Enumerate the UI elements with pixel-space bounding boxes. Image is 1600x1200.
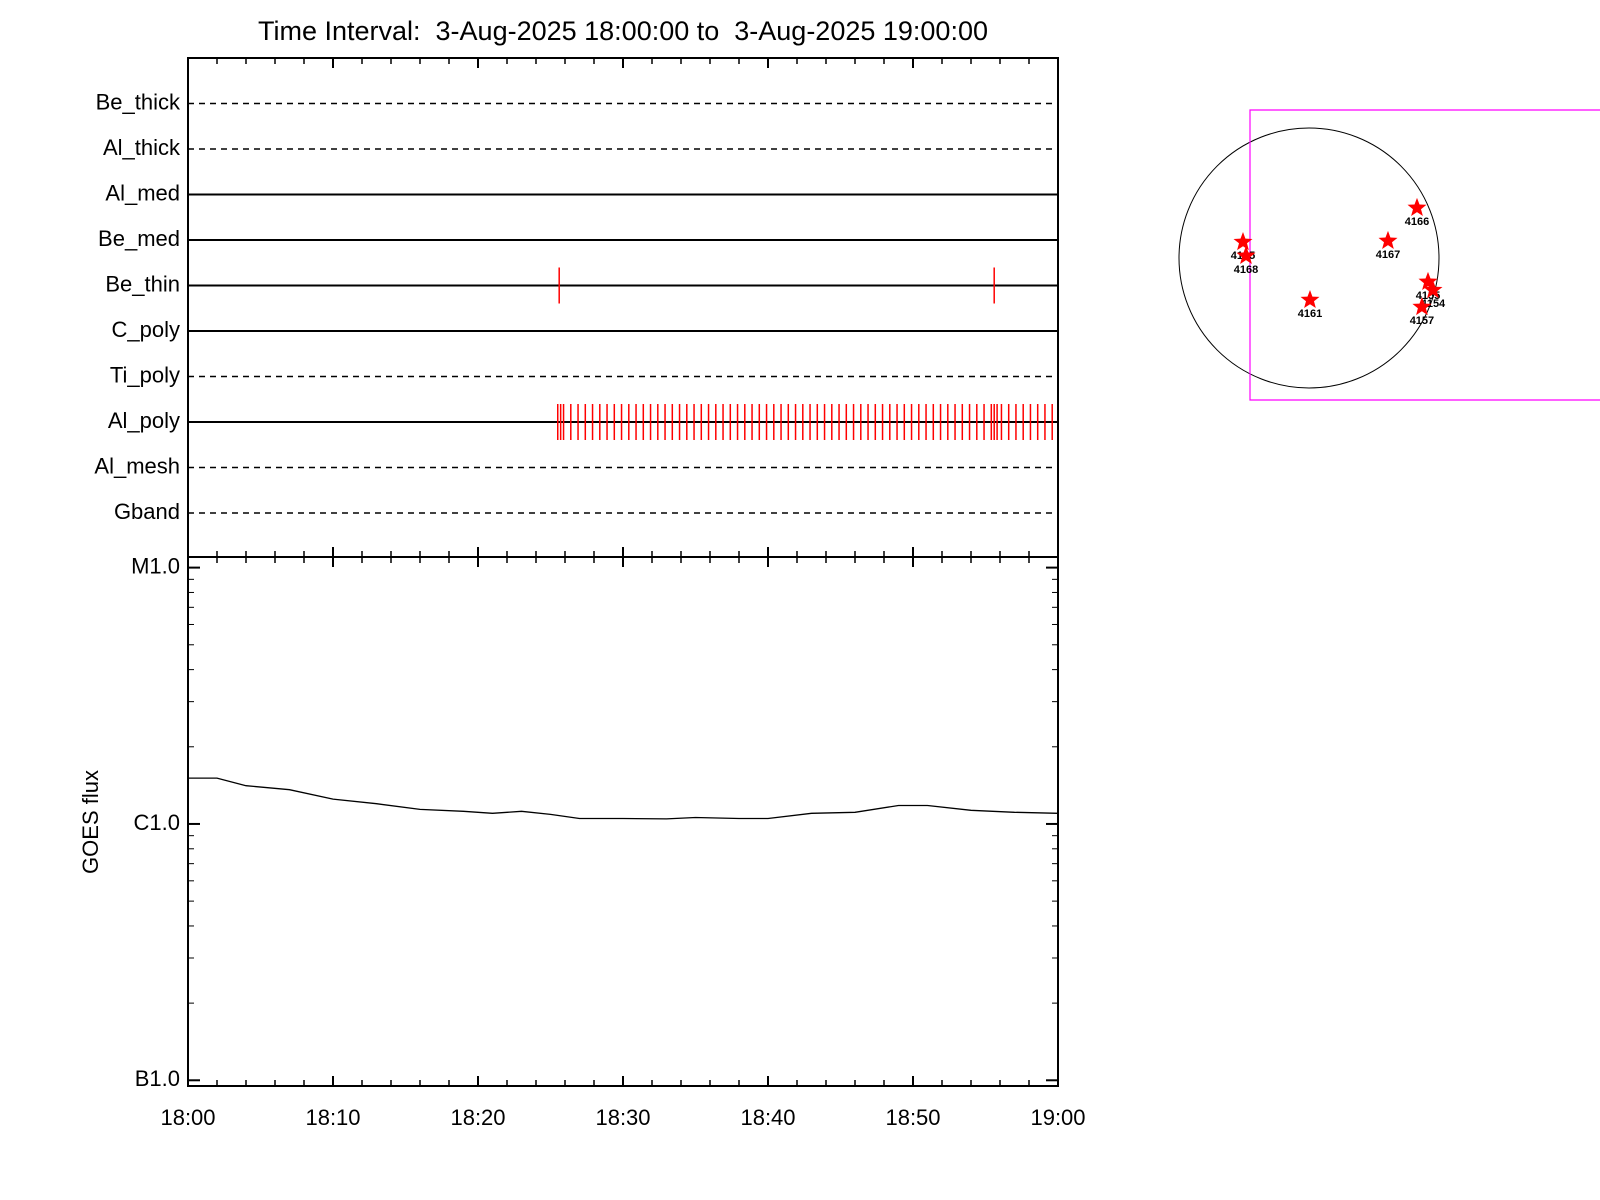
region-label: 4167 bbox=[1376, 249, 1400, 261]
filter-label: Be_med bbox=[98, 226, 180, 251]
filter-label: Be_thin bbox=[105, 271, 180, 296]
region-marker bbox=[1233, 232, 1253, 251]
filter-label: Be_thick bbox=[96, 89, 181, 114]
x-tick-label: 18:10 bbox=[305, 1105, 360, 1130]
flux-frame bbox=[187, 556, 1059, 1087]
region-marker bbox=[1423, 280, 1443, 299]
chart-title: Time Interval: 3-Aug-2025 18:00:00 to 3-… bbox=[258, 16, 988, 46]
region-label: 4168 bbox=[1234, 264, 1258, 276]
region-marker bbox=[1236, 245, 1256, 264]
y-tick-label: B1.0 bbox=[135, 1066, 180, 1091]
field-of-view bbox=[1249, 109, 1600, 401]
x-tick-label: 18:40 bbox=[740, 1105, 795, 1130]
region-label: 4161 bbox=[1298, 308, 1322, 320]
filter-label: Al_thick bbox=[103, 135, 181, 160]
region-label: 4157 bbox=[1410, 315, 1434, 327]
y-tick-label: M1.0 bbox=[131, 553, 180, 578]
x-tick-label: 18:50 bbox=[885, 1105, 940, 1130]
region-marker bbox=[1300, 290, 1320, 308]
region-label: 4166 bbox=[1405, 216, 1429, 228]
timeline-frame bbox=[187, 57, 1059, 558]
flux-line bbox=[188, 777, 1059, 820]
region-marker bbox=[1378, 230, 1398, 249]
solar-disk bbox=[1178, 127, 1440, 389]
x-tick-label: 18:20 bbox=[450, 1105, 505, 1130]
filter-label: Gband bbox=[114, 499, 180, 524]
filter-label: Al_mesh bbox=[94, 453, 180, 478]
filter-label: Ti_poly bbox=[110, 362, 180, 387]
filter-label: Al_poly bbox=[108, 408, 180, 433]
x-tick-label: 18:00 bbox=[160, 1105, 215, 1130]
y-tick-label: C1.0 bbox=[134, 810, 180, 835]
y-axis-label: GOES flux bbox=[78, 770, 103, 874]
x-tick-label: 19:00 bbox=[1030, 1105, 1085, 1130]
filter-label: Al_med bbox=[105, 180, 180, 205]
x-tick-label: 18:30 bbox=[595, 1105, 650, 1130]
region-marker bbox=[1418, 271, 1438, 290]
filter-label: C_poly bbox=[112, 317, 180, 342]
region-marker bbox=[1412, 297, 1432, 316]
region-marker bbox=[1407, 197, 1427, 216]
